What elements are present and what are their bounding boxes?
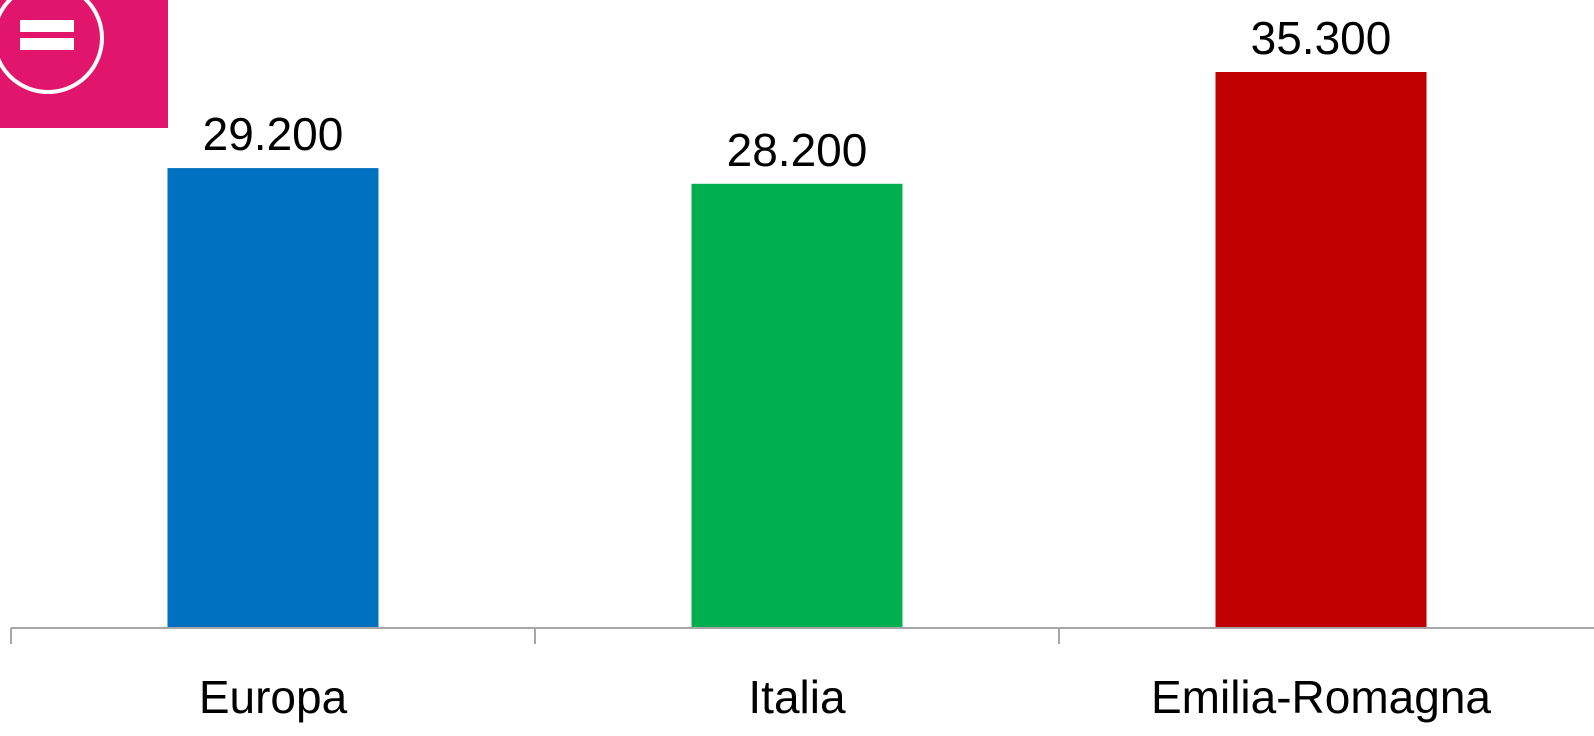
equal-sign-top-bar xyxy=(20,20,74,32)
value-label: 35.300 xyxy=(1251,12,1392,64)
category-label: Europa xyxy=(199,671,348,723)
category-label: Italia xyxy=(748,671,846,723)
value-labels-group: 29.200 28.200 35.300 xyxy=(203,12,1392,176)
bar-emilia-romagna xyxy=(1215,72,1427,628)
category-label: Emilia-Romagna xyxy=(1151,671,1491,723)
equal-sign-bottom-bar xyxy=(20,38,74,50)
bar-italia xyxy=(691,183,903,629)
badge-graphic xyxy=(0,0,168,128)
x-axis: Europa Italia Emilia-Romagna xyxy=(10,627,1594,723)
value-label: 29.200 xyxy=(203,108,344,160)
corner-badge xyxy=(0,0,168,128)
bars-group xyxy=(167,72,1427,629)
value-label: 28.200 xyxy=(727,124,868,176)
bar-europa xyxy=(167,168,379,628)
equal-sign-circle-icon xyxy=(0,0,104,94)
